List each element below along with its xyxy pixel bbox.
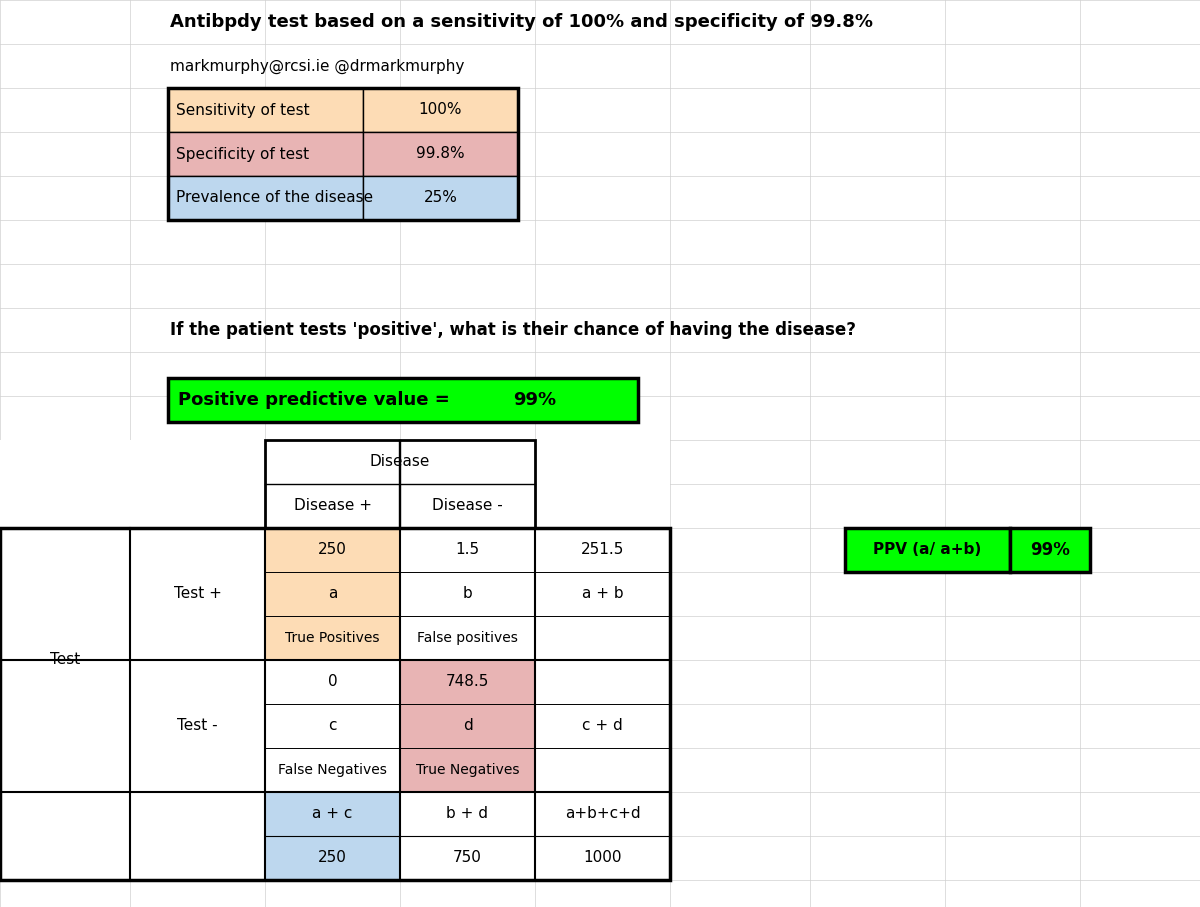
- Text: d: d: [463, 718, 473, 734]
- Bar: [168, 132, 364, 176]
- Bar: [265, 616, 400, 660]
- Text: 99%: 99%: [514, 391, 556, 409]
- Text: c + d: c + d: [582, 718, 623, 734]
- Text: 0: 0: [328, 675, 337, 689]
- Text: Specificity of test: Specificity of test: [176, 147, 310, 161]
- Text: 1.5: 1.5: [456, 542, 480, 558]
- Text: a + b: a + b: [582, 587, 623, 601]
- Text: 748.5: 748.5: [446, 675, 490, 689]
- Text: Test +: Test +: [174, 587, 222, 601]
- Bar: [265, 572, 400, 616]
- Bar: [265, 440, 535, 528]
- Text: False Negatives: False Negatives: [278, 763, 386, 777]
- Text: If the patient tests 'positive', what is their chance of having the disease?: If the patient tests 'positive', what is…: [170, 321, 856, 339]
- Bar: [168, 88, 364, 132]
- Text: Positive predictive value =: Positive predictive value =: [178, 391, 450, 409]
- Text: False positives: False positives: [418, 631, 518, 645]
- Text: c: c: [329, 718, 337, 734]
- Text: Prevalence of the disease: Prevalence of the disease: [176, 190, 373, 206]
- Text: Disease: Disease: [370, 454, 430, 470]
- Text: 25%: 25%: [424, 190, 457, 206]
- Bar: [265, 792, 400, 836]
- Text: Test -: Test -: [178, 718, 218, 734]
- Bar: [1010, 528, 1090, 572]
- Text: a+b+c+d: a+b+c+d: [565, 806, 641, 822]
- Bar: [400, 704, 535, 748]
- Text: Disease -: Disease -: [432, 499, 503, 513]
- Text: 99%: 99%: [1030, 541, 1070, 559]
- Bar: [265, 836, 400, 880]
- Bar: [168, 176, 364, 220]
- Bar: [265, 528, 400, 572]
- Bar: [0, 528, 670, 880]
- Bar: [364, 176, 518, 220]
- Bar: [0, 440, 670, 880]
- Bar: [364, 132, 518, 176]
- Text: b + d: b + d: [446, 806, 488, 822]
- Text: markmurphy@rcsi.ie @drmarkmurphy: markmurphy@rcsi.ie @drmarkmurphy: [170, 58, 464, 73]
- Text: True Positives: True Positives: [286, 631, 379, 645]
- Text: Antibpdy test based on a sensitivity of 100% and specificity of 99.8%: Antibpdy test based on a sensitivity of …: [170, 13, 874, 31]
- Text: Test: Test: [50, 652, 80, 668]
- Bar: [168, 88, 518, 220]
- Text: b: b: [463, 587, 473, 601]
- Bar: [400, 748, 535, 792]
- Text: 750: 750: [454, 851, 482, 865]
- Text: 100%: 100%: [419, 102, 462, 118]
- Text: a + c: a + c: [312, 806, 353, 822]
- Bar: [364, 88, 518, 132]
- Bar: [400, 660, 535, 704]
- Text: 250: 250: [318, 851, 347, 865]
- Text: 250: 250: [318, 542, 347, 558]
- Text: PPV (a/ a+b): PPV (a/ a+b): [874, 542, 982, 558]
- Bar: [845, 528, 1010, 572]
- Text: 99.8%: 99.8%: [416, 147, 464, 161]
- Text: Disease +: Disease +: [294, 499, 372, 513]
- Text: True Negatives: True Negatives: [415, 763, 520, 777]
- Text: a: a: [328, 587, 337, 601]
- Text: Sensitivity of test: Sensitivity of test: [176, 102, 310, 118]
- Text: 1000: 1000: [583, 851, 622, 865]
- Bar: [168, 378, 638, 422]
- Text: 251.5: 251.5: [581, 542, 624, 558]
